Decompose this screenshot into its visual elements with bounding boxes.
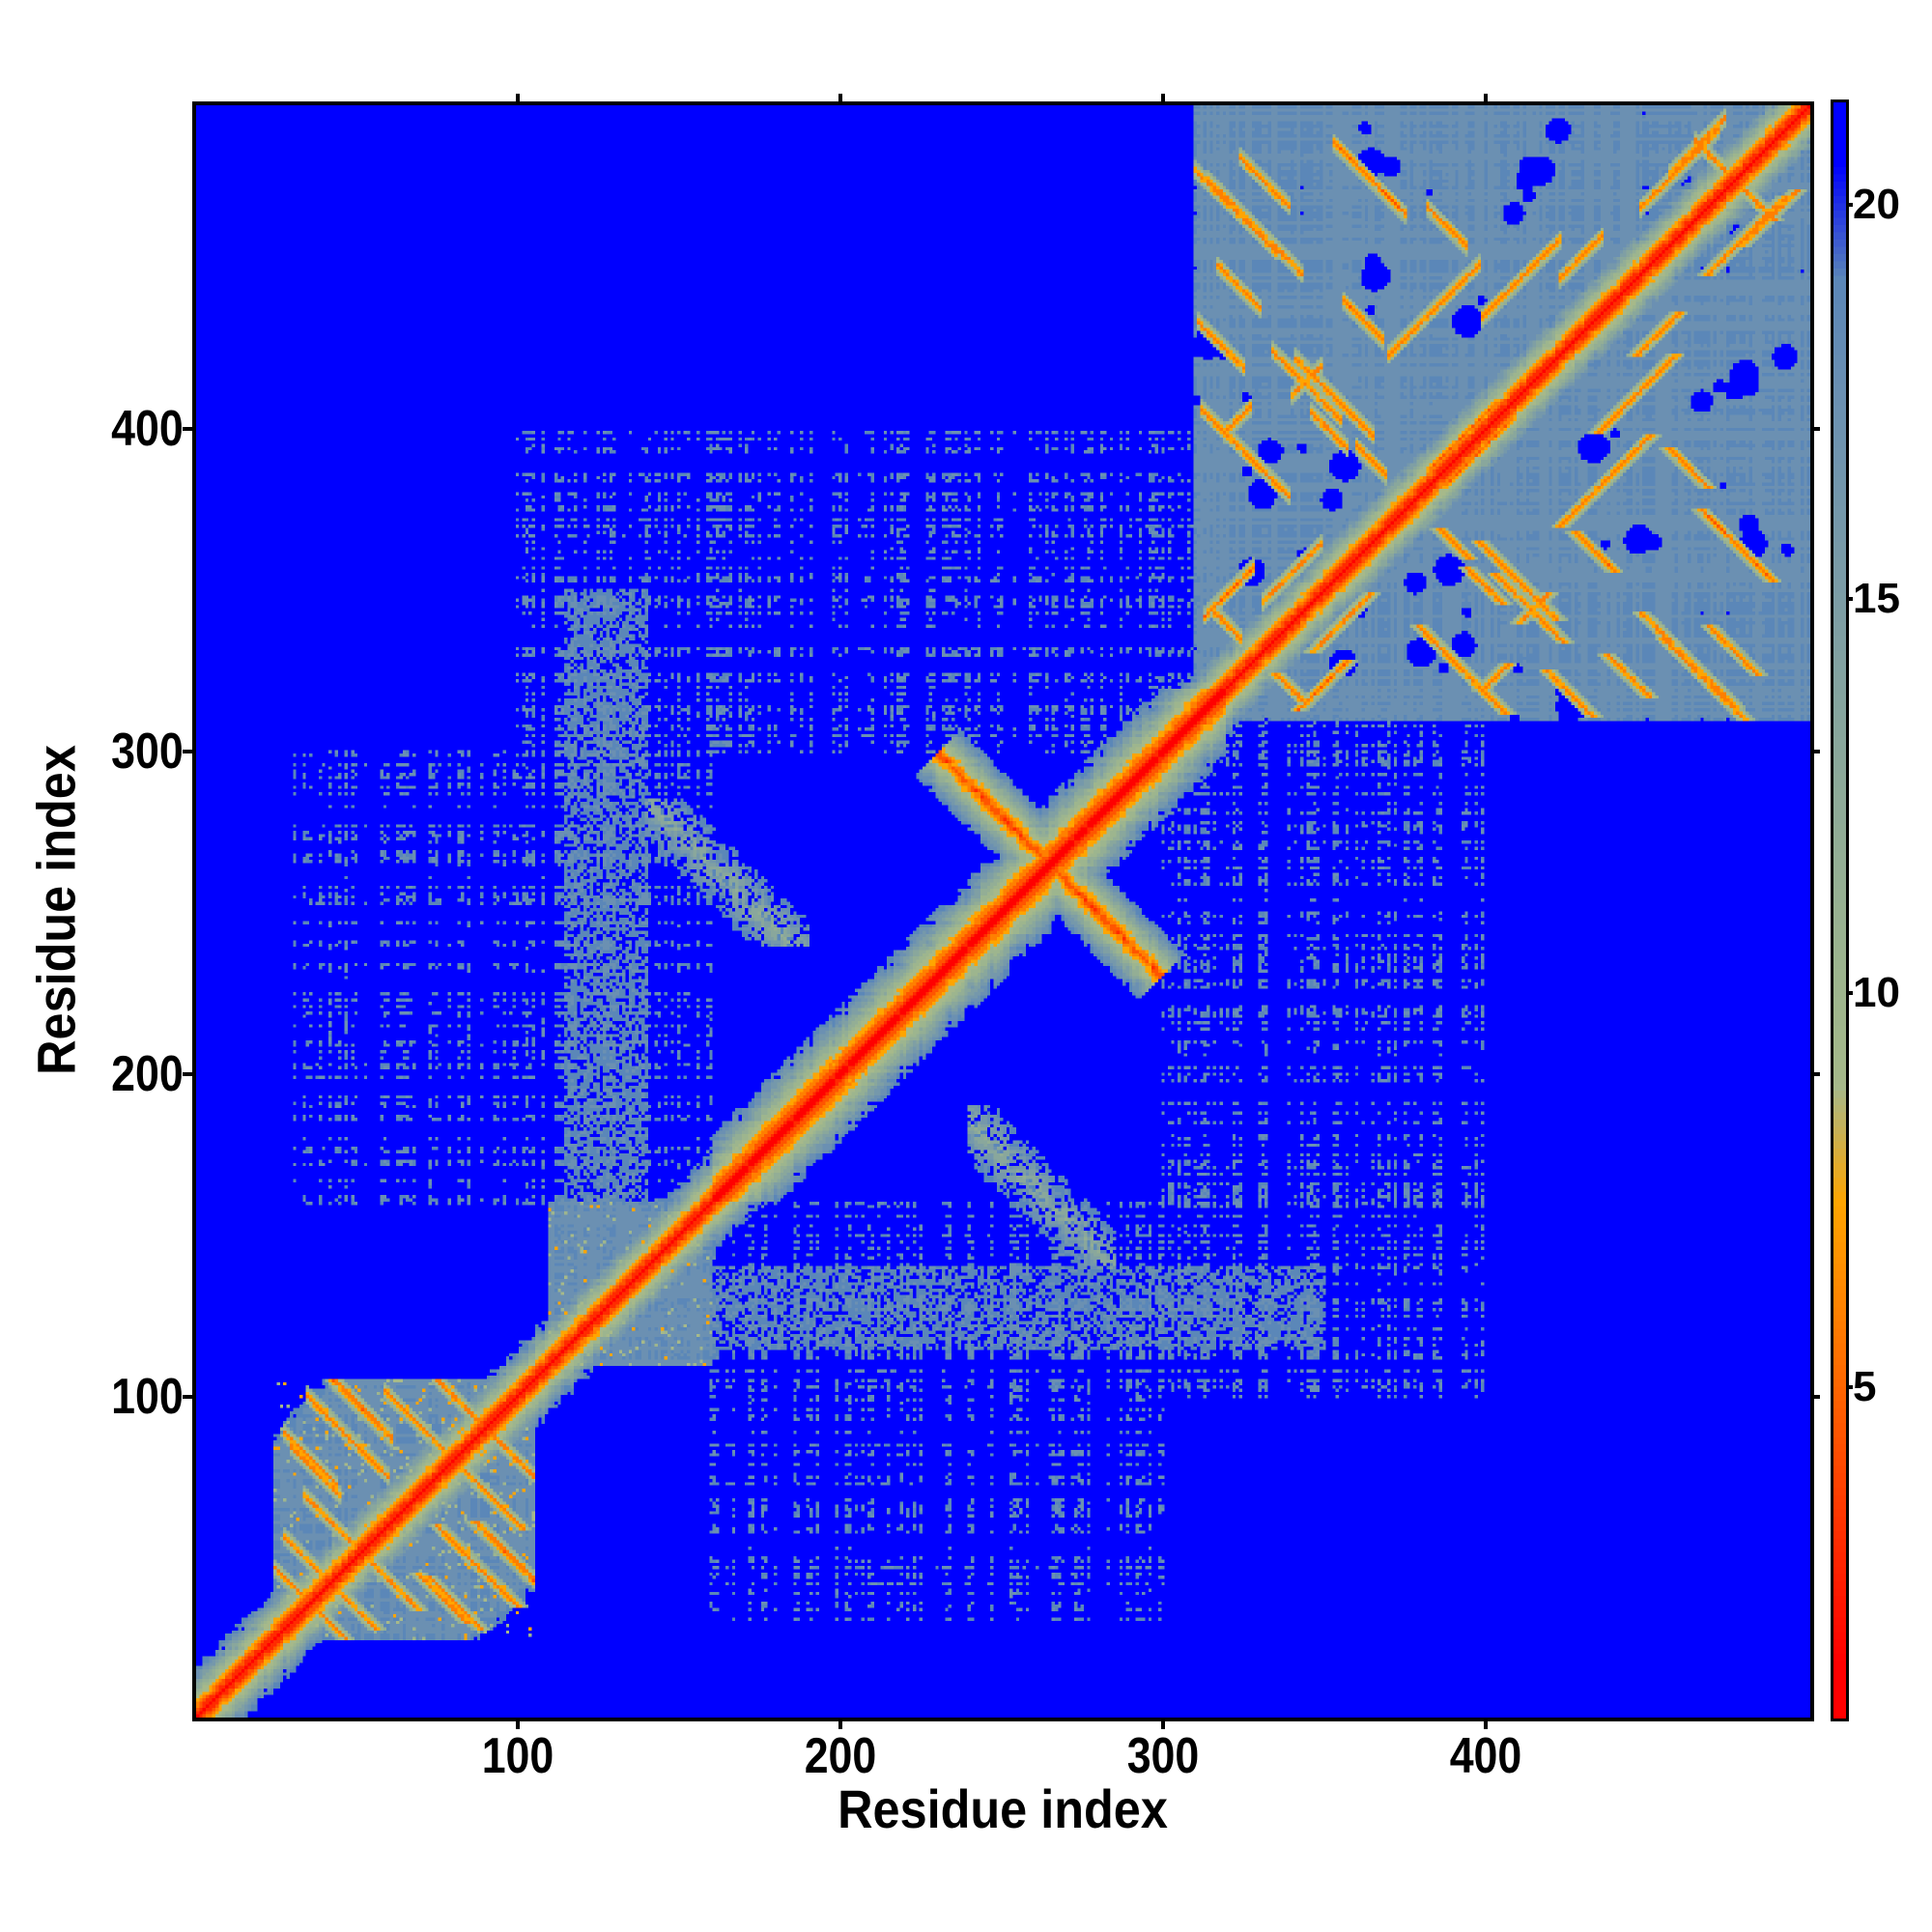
x-tick-label: 300 — [1126, 1728, 1200, 1784]
axis-tick — [1484, 1719, 1489, 1729]
axis-tick — [1810, 1072, 1820, 1077]
colorbar-tick-label: 5 — [1853, 1363, 1877, 1411]
axis-tick — [183, 1394, 192, 1399]
colorbar-tick-label: 20 — [1853, 181, 1900, 229]
axis-tick — [1160, 1719, 1165, 1729]
axis-tick — [515, 1719, 520, 1729]
axis-tick — [515, 94, 520, 103]
axis-tick — [1846, 1385, 1853, 1390]
y-tick-label: 200 — [111, 1046, 184, 1103]
colorbar-tick-label: 10 — [1853, 969, 1900, 1017]
axis-tick — [1846, 597, 1853, 602]
axis-tick — [1846, 991, 1853, 996]
x-tick-label: 200 — [804, 1728, 877, 1784]
axis-tick — [1484, 94, 1489, 103]
contact-map-plot — [196, 105, 1810, 1718]
axis-tick — [838, 1719, 842, 1729]
x-tick-label: 400 — [1449, 1728, 1522, 1784]
axis-tick — [183, 1072, 192, 1077]
x-axis-label: Residue index — [838, 1778, 1168, 1839]
plot-frame — [192, 101, 1814, 1721]
y-axis-label: Residue index — [25, 745, 87, 1075]
distance-heatmap — [196, 105, 1810, 1718]
axis-tick — [1160, 94, 1165, 103]
colorbar-tick-label: 15 — [1853, 575, 1900, 623]
axis-tick — [1810, 1394, 1820, 1399]
axis-tick — [1846, 203, 1853, 208]
y-tick-label: 300 — [111, 724, 184, 781]
y-tick-label: 100 — [111, 1368, 184, 1425]
axis-tick — [1810, 427, 1820, 432]
y-tick-label: 400 — [111, 401, 184, 458]
axis-tick — [183, 427, 192, 432]
colorbar — [1831, 99, 1849, 1721]
colorbar-gradient — [1833, 102, 1846, 1719]
axis-tick — [183, 750, 192, 754]
axis-tick — [838, 94, 842, 103]
x-tick-label: 100 — [481, 1728, 554, 1784]
axis-tick — [1810, 750, 1820, 754]
